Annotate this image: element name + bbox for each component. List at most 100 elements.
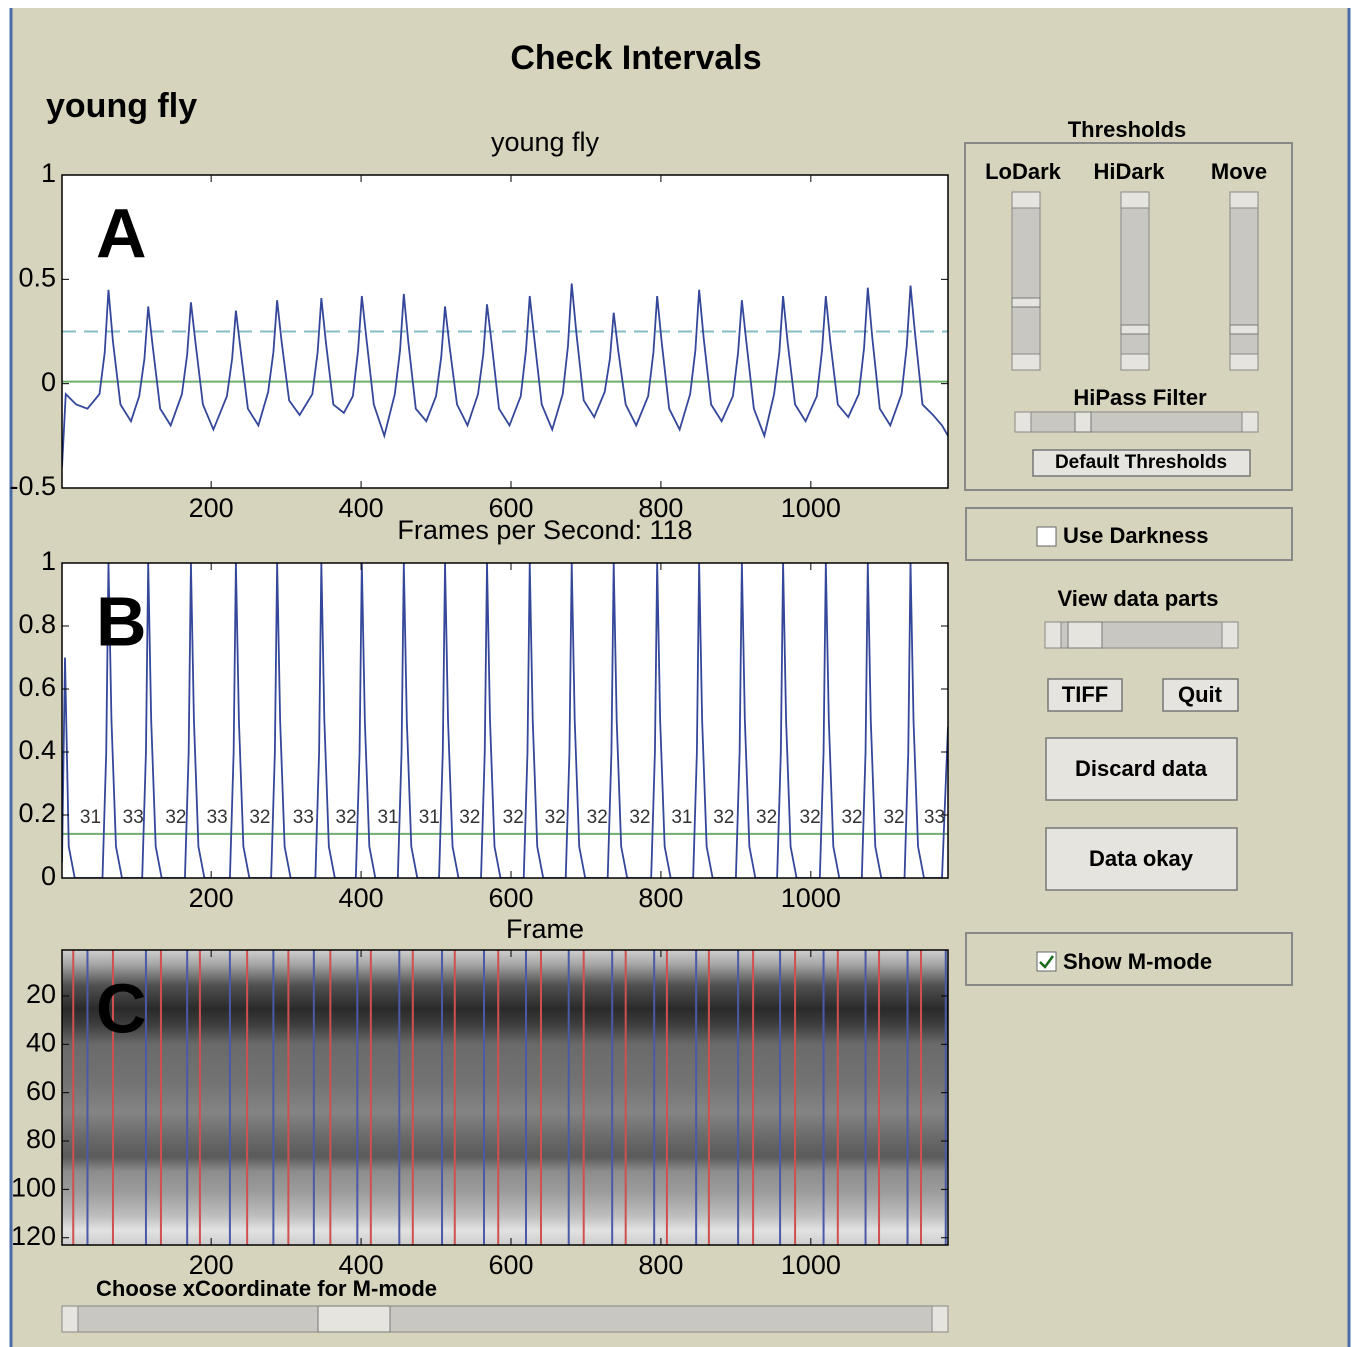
panel-label: C bbox=[96, 969, 147, 1047]
interval-label: 32 bbox=[587, 807, 608, 828]
y-tick-label: 60 bbox=[26, 1076, 56, 1106]
slider-arrow[interactable] bbox=[1045, 622, 1061, 648]
x-tick-label: 400 bbox=[339, 1250, 384, 1280]
y-tick-label: 0.5 bbox=[18, 262, 56, 292]
interval-label: 33 bbox=[293, 807, 314, 828]
slider-thumb[interactable] bbox=[1068, 622, 1102, 648]
interval-label: 32 bbox=[756, 807, 777, 828]
slider-thumb[interactable] bbox=[318, 1306, 390, 1332]
interval-label: 32 bbox=[841, 807, 862, 828]
slider-arrow[interactable] bbox=[932, 1306, 948, 1332]
slider-track[interactable] bbox=[1230, 192, 1258, 370]
checkbox[interactable] bbox=[1037, 527, 1056, 546]
x-tick-label: 600 bbox=[488, 883, 533, 913]
x-tick-label: 200 bbox=[189, 1250, 234, 1280]
slider-label: LoDark bbox=[985, 159, 1062, 184]
button-label[interactable]: Discard data bbox=[1075, 756, 1208, 781]
interval-label: 32 bbox=[503, 807, 524, 828]
button-label[interactable]: TIFF bbox=[1062, 682, 1108, 707]
interval-label: 32 bbox=[545, 807, 566, 828]
y-tick-label: 0.6 bbox=[18, 672, 56, 702]
x-tick-label: 800 bbox=[638, 883, 683, 913]
plot-area bbox=[62, 563, 948, 878]
checkbox-label[interactable]: Show M-mode bbox=[1063, 949, 1212, 974]
x-tick-label: 1000 bbox=[781, 883, 841, 913]
x-tick-label: 800 bbox=[638, 1250, 683, 1280]
interval-label: 33 bbox=[207, 807, 228, 828]
interval-label: 31 bbox=[671, 807, 692, 828]
checkbox[interactable] bbox=[1037, 952, 1056, 971]
interval-label: 32 bbox=[459, 807, 480, 828]
button[interactable]: Quit bbox=[1163, 679, 1238, 711]
y-tick-label: 1 bbox=[41, 158, 56, 188]
slider-track[interactable] bbox=[1121, 192, 1149, 370]
chart-title: Frames per Second: 118 bbox=[397, 515, 692, 545]
slider-arrow[interactable] bbox=[1121, 192, 1149, 208]
slider-thumb[interactable] bbox=[1121, 325, 1149, 334]
y-tick-label: 120 bbox=[11, 1221, 56, 1251]
y-tick-label: 80 bbox=[26, 1124, 56, 1154]
slider-label: View data parts bbox=[1058, 586, 1219, 611]
button[interactable]: Data okay bbox=[1046, 828, 1237, 890]
interval-label: 31 bbox=[377, 807, 398, 828]
interval-label: 32 bbox=[629, 807, 650, 828]
interval-label: 32 bbox=[336, 807, 357, 828]
interval-label: 33 bbox=[123, 807, 144, 828]
panel-label: A bbox=[96, 194, 147, 272]
y-tick-label: 20 bbox=[26, 979, 56, 1009]
chart-title: young fly bbox=[491, 127, 600, 157]
slider-arrow[interactable] bbox=[1015, 412, 1031, 432]
checkbox-label[interactable]: Use Darkness bbox=[1063, 523, 1209, 548]
slider-thumb[interactable] bbox=[1230, 325, 1258, 334]
y-tick-label: 100 bbox=[11, 1173, 56, 1203]
x-axis-label: Frame bbox=[506, 914, 584, 944]
interval-label: 32 bbox=[713, 807, 734, 828]
x-tick-label: 200 bbox=[189, 883, 234, 913]
slider-track[interactable] bbox=[1012, 192, 1040, 370]
slider-track[interactable] bbox=[1015, 412, 1258, 432]
panel-label: B bbox=[96, 582, 147, 660]
dataset-name: young fly bbox=[46, 87, 197, 125]
window: Check Intervals young fly Thresholds LoD… bbox=[0, 0, 1354, 1347]
group-title: Thresholds bbox=[1068, 117, 1187, 142]
interval-label: 32 bbox=[165, 807, 186, 828]
x-tick-label: 200 bbox=[189, 493, 234, 523]
interval-label: 32 bbox=[800, 807, 821, 828]
interval-label: 32 bbox=[249, 807, 270, 828]
slider-thumb[interactable] bbox=[1012, 298, 1040, 307]
slider-arrow[interactable] bbox=[1222, 622, 1238, 648]
x-tick-label: 400 bbox=[339, 493, 384, 523]
slider-label: Choose xCoordinate for M-mode bbox=[96, 1276, 437, 1301]
mmode-image bbox=[62, 950, 948, 1245]
slider-arrow[interactable] bbox=[1230, 192, 1258, 208]
slider-arrow[interactable] bbox=[1230, 354, 1258, 370]
button-label[interactable]: Quit bbox=[1178, 682, 1223, 707]
interval-label: 31 bbox=[419, 807, 440, 828]
button[interactable]: TIFF bbox=[1048, 679, 1122, 711]
y-tick-label: 1 bbox=[41, 546, 56, 576]
slider-label: HiDark bbox=[1094, 159, 1166, 184]
button[interactable]: Default Thresholds bbox=[1033, 450, 1250, 476]
x-tick-label: 1000 bbox=[781, 493, 841, 523]
button-label[interactable]: Default Thresholds bbox=[1055, 452, 1227, 473]
interval-label: 32 bbox=[883, 807, 904, 828]
y-tick-label: 0 bbox=[41, 367, 56, 397]
interval-label: 31 bbox=[80, 807, 101, 828]
slider-arrow[interactable] bbox=[62, 1306, 78, 1332]
y-tick-label: 0 bbox=[41, 861, 56, 891]
x-tick-label: 600 bbox=[488, 1250, 533, 1280]
button-label[interactable]: Data okay bbox=[1089, 846, 1194, 871]
y-tick-label: 0.8 bbox=[18, 609, 56, 639]
slider-arrow[interactable] bbox=[1242, 412, 1258, 432]
y-tick-label: -0.5 bbox=[9, 471, 56, 501]
slider-thumb[interactable] bbox=[1075, 412, 1091, 432]
slider-label: HiPass Filter bbox=[1073, 385, 1207, 410]
x-tick-label: 400 bbox=[339, 883, 384, 913]
slider-arrow[interactable] bbox=[1012, 192, 1040, 208]
y-tick-label: 0.2 bbox=[18, 798, 56, 828]
button[interactable]: Discard data bbox=[1046, 738, 1237, 800]
slider-arrow[interactable] bbox=[1012, 354, 1040, 370]
slider-track[interactable] bbox=[62, 1306, 948, 1332]
slider-arrow[interactable] bbox=[1121, 354, 1149, 370]
